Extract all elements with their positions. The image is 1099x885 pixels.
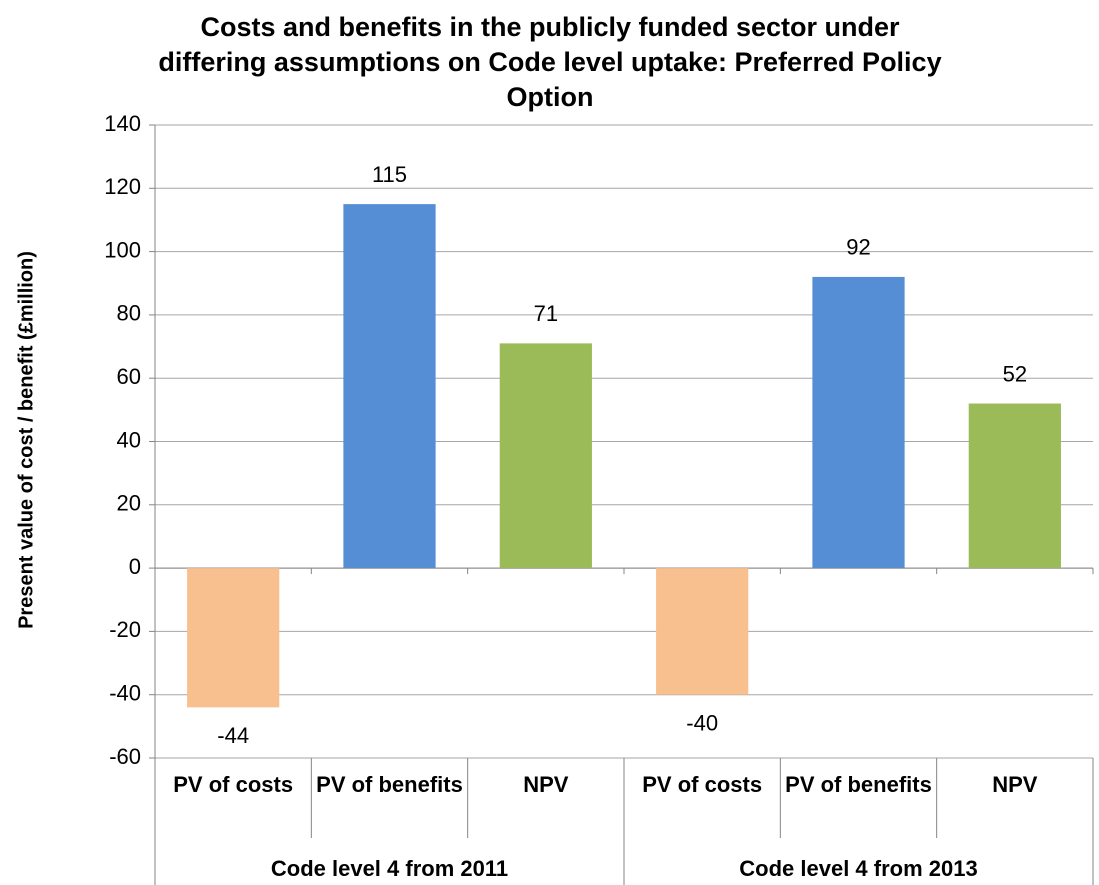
y-tick-label: 0 bbox=[129, 554, 141, 579]
x-tick-label: PV of benefits bbox=[785, 772, 932, 797]
data-label: 115 bbox=[372, 162, 407, 187]
data-label: -44 bbox=[217, 723, 249, 748]
x-tick-label: NPV bbox=[523, 772, 569, 797]
y-axis-label: Present value of cost / benefit (£millio… bbox=[15, 251, 37, 629]
bar bbox=[499, 343, 592, 569]
x-tick-label: NPV bbox=[992, 772, 1038, 797]
y-tick-label: -60 bbox=[109, 744, 141, 769]
data-label: 71 bbox=[534, 301, 558, 326]
x-tick-label: PV of costs bbox=[642, 772, 763, 797]
bar bbox=[187, 568, 280, 708]
y-tick-label: 140 bbox=[104, 111, 141, 136]
y-tick-label: 60 bbox=[117, 364, 141, 389]
bar bbox=[968, 403, 1061, 569]
group-label: Code level 4 from 2013 bbox=[739, 856, 978, 881]
data-label: 92 bbox=[846, 235, 870, 260]
bar bbox=[812, 276, 905, 569]
bar bbox=[343, 204, 436, 569]
y-tick-label: 100 bbox=[104, 237, 141, 262]
y-tick-label: 40 bbox=[117, 427, 141, 452]
data-label: -40 bbox=[686, 711, 718, 736]
x-tick-label: PV of benefits bbox=[316, 772, 463, 797]
y-tick-label: -20 bbox=[109, 617, 141, 642]
group-label: Code level 4 from 2011 bbox=[270, 856, 509, 881]
chart-title: Costs and benefits in the publicly funde… bbox=[158, 12, 942, 112]
bar bbox=[656, 568, 749, 695]
y-tick-label: 80 bbox=[117, 301, 141, 326]
y-tick-label: 20 bbox=[117, 491, 141, 516]
y-tick-label: -40 bbox=[109, 681, 141, 706]
x-tick-label: PV of costs bbox=[173, 772, 294, 797]
data-label: 52 bbox=[1003, 361, 1027, 386]
y-tick-label: 120 bbox=[104, 174, 141, 199]
